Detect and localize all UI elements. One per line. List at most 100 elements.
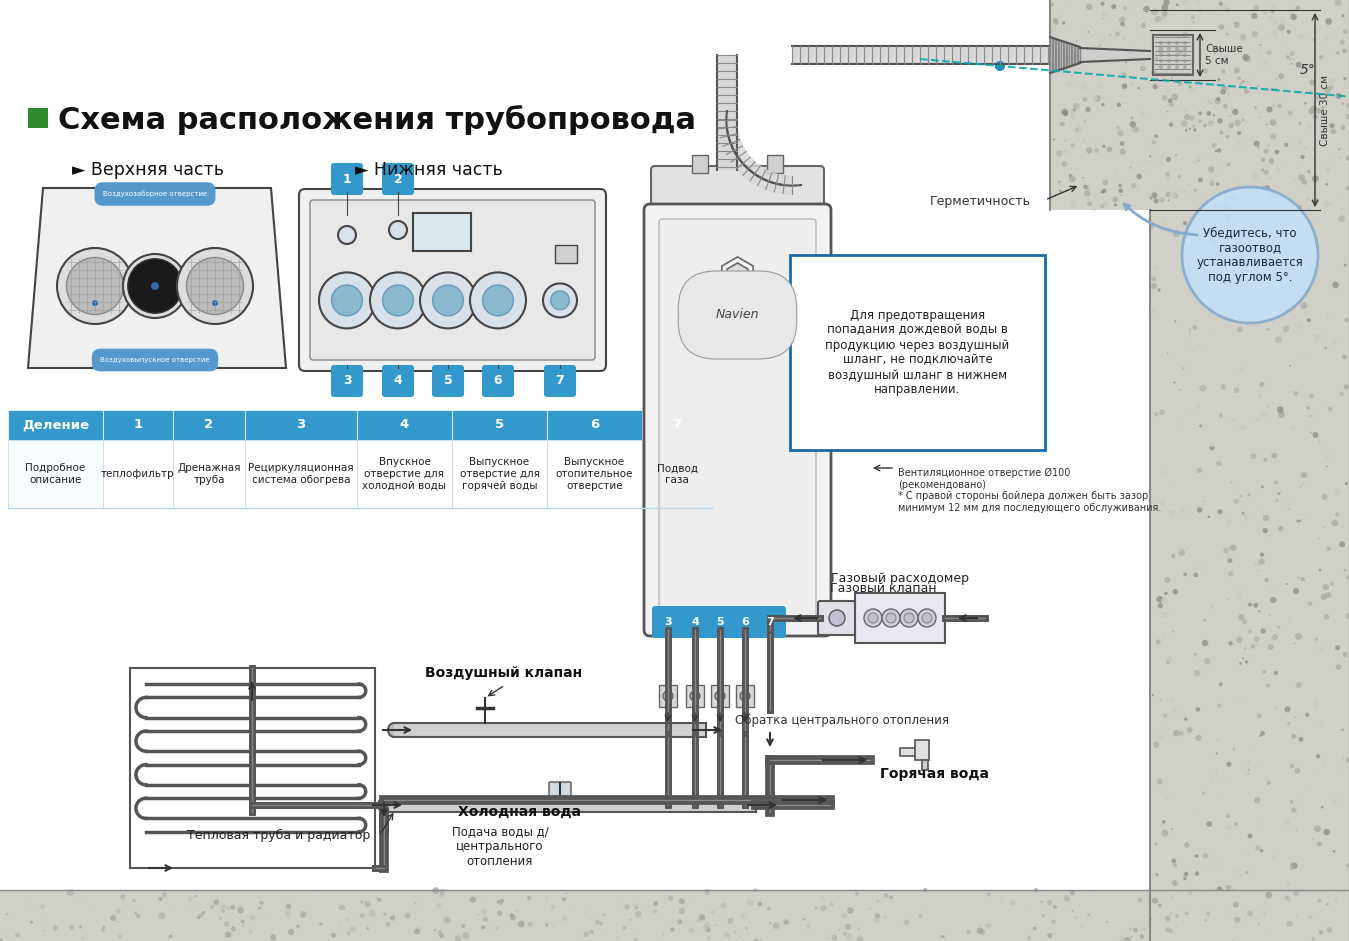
Circle shape	[345, 917, 348, 921]
Circle shape	[1336, 512, 1340, 517]
Circle shape	[1259, 394, 1261, 397]
Circle shape	[1287, 508, 1290, 510]
Circle shape	[1221, 86, 1228, 91]
Circle shape	[1166, 156, 1171, 162]
Circle shape	[1237, 141, 1242, 145]
Circle shape	[250, 915, 255, 920]
Text: Холодная вода: Холодная вода	[459, 805, 581, 819]
Circle shape	[188, 896, 193, 901]
Circle shape	[15, 933, 20, 937]
Circle shape	[1265, 404, 1269, 408]
Circle shape	[1197, 80, 1199, 83]
Circle shape	[1210, 295, 1215, 301]
Circle shape	[1321, 105, 1325, 109]
Circle shape	[1260, 629, 1265, 633]
Circle shape	[194, 895, 197, 897]
Circle shape	[1063, 149, 1070, 155]
Circle shape	[1156, 778, 1163, 784]
Text: Газовый клапан: Газовый клапан	[830, 582, 936, 595]
Circle shape	[1121, 195, 1122, 196]
Circle shape	[1325, 346, 1327, 349]
Circle shape	[440, 893, 444, 897]
Circle shape	[1222, 268, 1228, 274]
Circle shape	[1221, 384, 1226, 390]
Circle shape	[116, 921, 117, 922]
Circle shape	[1318, 899, 1321, 902]
Circle shape	[1264, 895, 1269, 900]
Circle shape	[1345, 482, 1348, 486]
Circle shape	[1342, 354, 1348, 359]
Circle shape	[1126, 48, 1133, 55]
Circle shape	[1341, 900, 1342, 901]
Circle shape	[285, 910, 291, 917]
Circle shape	[1299, 122, 1302, 125]
Circle shape	[1261, 823, 1263, 825]
Circle shape	[1326, 455, 1329, 458]
Circle shape	[438, 933, 444, 938]
Circle shape	[1103, 37, 1106, 40]
Circle shape	[1326, 315, 1330, 319]
Circle shape	[1198, 111, 1202, 116]
Circle shape	[370, 912, 376, 917]
Circle shape	[81, 937, 85, 940]
Circle shape	[1183, 59, 1187, 63]
Circle shape	[1271, 597, 1276, 603]
Bar	[8, 440, 103, 508]
Circle shape	[289, 929, 294, 935]
Circle shape	[1161, 5, 1168, 11]
Circle shape	[483, 285, 514, 316]
Circle shape	[1101, 204, 1105, 208]
Circle shape	[1157, 48, 1163, 54]
Circle shape	[74, 899, 76, 900]
Circle shape	[1168, 122, 1174, 127]
Circle shape	[857, 935, 863, 941]
Circle shape	[1152, 140, 1156, 145]
Circle shape	[803, 918, 805, 920]
Circle shape	[1213, 888, 1218, 894]
Circle shape	[1101, 103, 1105, 106]
Circle shape	[1083, 120, 1086, 122]
Circle shape	[499, 899, 505, 903]
Circle shape	[1237, 385, 1238, 386]
Circle shape	[1178, 938, 1180, 941]
Circle shape	[1081, 925, 1083, 928]
Circle shape	[1253, 562, 1259, 567]
Circle shape	[1300, 798, 1303, 802]
Circle shape	[734, 931, 737, 933]
Circle shape	[1278, 411, 1284, 418]
Circle shape	[1062, 108, 1068, 115]
Circle shape	[940, 935, 943, 937]
Circle shape	[1159, 41, 1163, 45]
Circle shape	[769, 922, 772, 924]
Circle shape	[1187, 727, 1193, 733]
Circle shape	[1284, 896, 1290, 901]
Circle shape	[1268, 158, 1275, 164]
Circle shape	[1151, 192, 1157, 199]
Circle shape	[1317, 841, 1322, 847]
Bar	[687, 685, 704, 707]
Circle shape	[1155, 16, 1161, 23]
Circle shape	[1094, 148, 1099, 152]
Circle shape	[1321, 806, 1323, 808]
Bar	[546, 410, 642, 440]
Circle shape	[1206, 912, 1210, 916]
Circle shape	[202, 911, 205, 914]
Circle shape	[1323, 200, 1330, 207]
Circle shape	[0, 938, 3, 941]
Circle shape	[1106, 13, 1110, 17]
FancyBboxPatch shape	[544, 365, 576, 397]
Circle shape	[1209, 167, 1214, 173]
Circle shape	[111, 915, 116, 921]
Circle shape	[753, 888, 758, 893]
Circle shape	[1338, 148, 1341, 151]
Circle shape	[1207, 99, 1213, 104]
Circle shape	[830, 902, 834, 906]
Circle shape	[820, 905, 826, 911]
Circle shape	[1195, 854, 1198, 858]
Circle shape	[1271, 134, 1276, 139]
Circle shape	[1333, 281, 1338, 288]
Circle shape	[1284, 819, 1290, 825]
Text: 1: 1	[343, 172, 351, 185]
Circle shape	[727, 918, 734, 924]
Bar	[855, 593, 946, 643]
